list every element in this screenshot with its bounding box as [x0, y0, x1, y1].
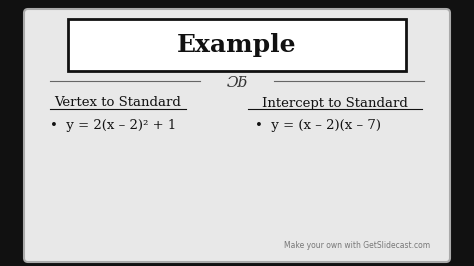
- Text: Intercept to Standard: Intercept to Standard: [262, 97, 408, 110]
- FancyBboxPatch shape: [24, 9, 450, 262]
- Text: Ɔƃ: Ɔƃ: [226, 76, 248, 90]
- Text: Example: Example: [177, 33, 297, 57]
- Text: Make your own with GetSlidecast.com: Make your own with GetSlidecast.com: [284, 242, 430, 251]
- Text: Vertex to Standard: Vertex to Standard: [55, 97, 182, 110]
- Text: •  y = 2(x – 2)² + 1: • y = 2(x – 2)² + 1: [50, 119, 176, 132]
- FancyBboxPatch shape: [68, 19, 406, 71]
- Text: •  y = (x – 2)(x – 7): • y = (x – 2)(x – 7): [255, 119, 381, 132]
